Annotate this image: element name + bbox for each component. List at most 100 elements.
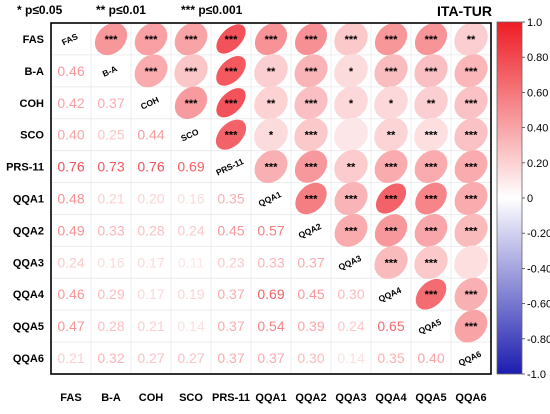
significance-stars: *** <box>185 34 199 46</box>
correlation-ellipse <box>334 22 368 56</box>
significance-stars: *** <box>265 34 279 46</box>
row-label: COH <box>20 98 45 110</box>
row-label: PRS-11 <box>6 162 44 174</box>
correlation-ellipse <box>334 181 368 216</box>
significance-stars: *** <box>425 162 439 174</box>
correlation-value: 0.48 <box>57 191 84 207</box>
correlation-ellipse <box>374 117 408 152</box>
significance-stars: *** <box>305 130 319 142</box>
row-label: B-A <box>24 66 44 78</box>
significance-stars: *** <box>465 130 479 142</box>
significance-stars: *** <box>225 66 239 78</box>
colorbar <box>496 21 523 375</box>
significance-stars: *** <box>305 34 319 46</box>
correlation-ellipse <box>454 22 488 56</box>
significance-stars: *** <box>425 225 439 237</box>
correlation-ellipse <box>414 86 448 120</box>
colorbar-tick-label: -0.20 <box>527 228 550 240</box>
correlation-ellipse <box>295 182 327 215</box>
correlation-ellipse <box>294 86 328 120</box>
significance-stars: *** <box>345 225 359 237</box>
correlation-value: 0.47 <box>57 318 84 334</box>
correlation-value: 0.21 <box>97 191 124 207</box>
correlation-value: 0.39 <box>297 318 324 334</box>
correlation-ellipse <box>414 214 448 247</box>
correlation-value: 0.21 <box>137 318 164 334</box>
correlation-ellipse <box>334 85 368 120</box>
column-label: SCO <box>179 392 203 404</box>
correlation-value: 0.14 <box>177 318 204 334</box>
significance-stars: ** <box>267 98 276 110</box>
significance-stars: *** <box>305 98 319 110</box>
correlation-value: 0.27 <box>137 350 164 366</box>
colorbar-tick-label: 0.60 <box>527 87 548 99</box>
correlation-value: 0.76 <box>57 159 84 175</box>
significance-stars: *** <box>385 162 399 174</box>
correlation-ellipse <box>134 54 168 88</box>
correlation-value: 0.37 <box>97 95 124 111</box>
significance-note-2: ** p≤0.01 <box>96 3 146 17</box>
correlation-ellipse <box>454 182 488 215</box>
correlation-value: 0.37 <box>217 350 244 366</box>
correlation-value: 0.40 <box>417 350 444 366</box>
significance-note-3: *** p≤0.001 <box>181 3 243 17</box>
column-label: COH <box>139 392 164 404</box>
correlation-value: 0.37 <box>257 350 284 366</box>
correlation-ellipse <box>254 117 288 152</box>
correlation-value: 0.33 <box>97 222 124 238</box>
significance-stars: *** <box>425 289 439 301</box>
correlation-value: 0.49 <box>57 222 84 238</box>
correlation-value: 0.73 <box>97 159 124 175</box>
correlation-value: 0.45 <box>217 222 244 238</box>
significance-stars: *** <box>425 66 439 78</box>
correlation-value: 0.42 <box>57 95 84 111</box>
colorbar-tick-label: 1.0 <box>527 17 542 29</box>
significance-stars: *** <box>305 162 319 174</box>
significance-stars: * <box>389 98 394 110</box>
correlation-value: 0.19 <box>177 286 204 302</box>
correlation-ellipse <box>374 54 408 88</box>
correlation-value: 0.24 <box>177 222 204 238</box>
correlation-value: 0.16 <box>177 191 204 207</box>
row-label: QQA1 <box>13 194 44 206</box>
correlation-ellipse <box>414 150 448 184</box>
correlation-value: 0.35 <box>217 191 244 207</box>
colorbar-tick-label: -1.0 <box>527 369 546 381</box>
significance-stars: * <box>269 130 274 142</box>
significance-stars: *** <box>465 194 479 206</box>
correlation-ellipse <box>254 150 288 184</box>
correlation-ellipse <box>454 245 488 280</box>
significance-stars: *** <box>465 321 479 333</box>
significance-stars: *** <box>465 162 479 174</box>
correlation-ellipse <box>454 277 488 311</box>
significance-stars: *** <box>345 34 359 46</box>
significance-stars: *** <box>225 34 239 46</box>
significance-stars: *** <box>385 66 399 78</box>
correlation-ellipse <box>415 182 447 215</box>
correlation-value: 0.32 <box>97 350 124 366</box>
correlation-value: 0.28 <box>137 222 164 238</box>
correlation-ellipse <box>374 22 408 56</box>
significance-stars: *** <box>385 34 399 46</box>
correlation-value: 0.33 <box>257 254 284 270</box>
correlation-value: 0.69 <box>257 286 284 302</box>
correlation-value: 0.46 <box>57 286 84 302</box>
correlation-ellipse <box>174 86 208 119</box>
colorbar-tick-label: 0 <box>527 193 533 205</box>
correlation-value: 0.54 <box>257 318 284 334</box>
correlation-ellipse <box>174 22 208 56</box>
correlation-value: 0.45 <box>297 286 324 302</box>
significance-stars: *** <box>305 194 319 206</box>
significance-stars: *** <box>225 98 239 110</box>
correlation-value: 0.27 <box>177 350 204 366</box>
colorbar-tick-label: -0.40 <box>527 263 550 275</box>
correlation-ellipse <box>216 88 246 118</box>
significance-stars: * <box>349 66 354 78</box>
correlation-ellipse <box>334 149 368 184</box>
significance-stars: ** <box>347 162 356 174</box>
plot-border <box>50 22 492 375</box>
correlation-value: 0.37 <box>297 254 324 270</box>
correlation-ellipse <box>216 56 246 86</box>
correlation-ellipse <box>374 150 408 184</box>
significance-stars: *** <box>465 98 479 110</box>
